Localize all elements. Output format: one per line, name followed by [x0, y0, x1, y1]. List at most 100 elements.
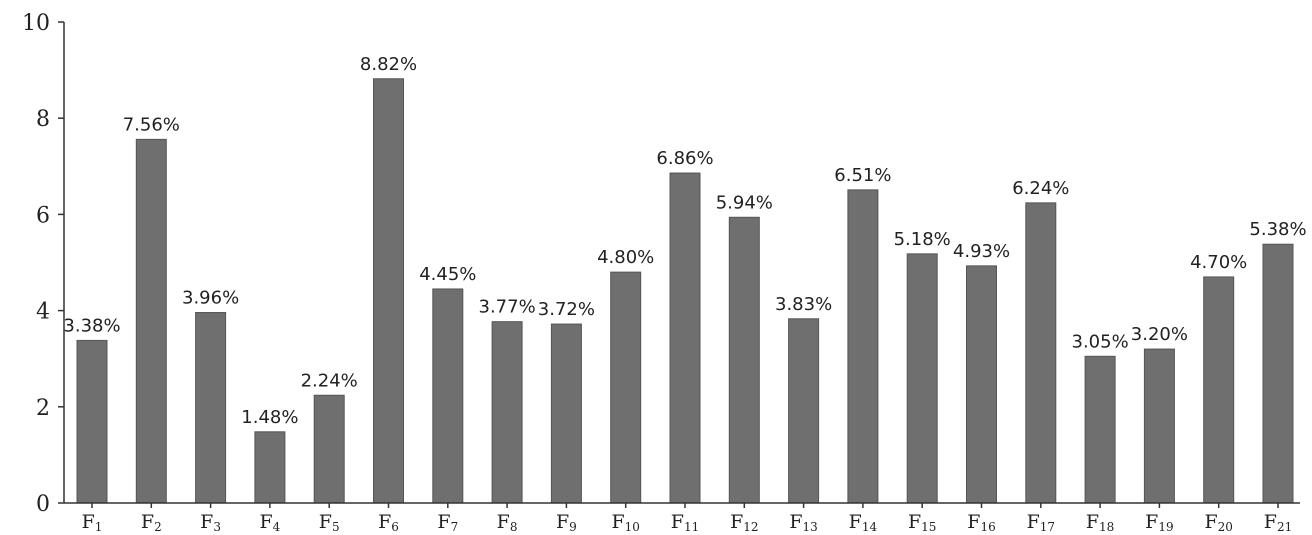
bar-value-label: 1.48%	[241, 407, 298, 428]
x-category-subscript: 13	[803, 520, 818, 534]
x-category-base: F	[967, 511, 980, 533]
x-category-base: F	[908, 511, 921, 533]
bar-value-label: 8.82%	[360, 54, 417, 75]
bar-value-label: 3.05%	[1072, 331, 1129, 352]
x-category-label: F18	[1086, 511, 1114, 534]
bar	[728, 216, 760, 504]
bar-value-label: 5.38%	[1249, 219, 1306, 240]
x-category-base: F	[82, 511, 95, 533]
bar	[1203, 276, 1235, 504]
bar-value-label: 4.93%	[953, 241, 1010, 262]
x-category-base: F	[671, 511, 684, 533]
x-category-label: F13	[789, 511, 817, 534]
x-category-label: F6	[378, 511, 399, 534]
bar	[906, 253, 938, 504]
bar-value-label: 3.72%	[538, 299, 595, 320]
x-category-subscript: 4	[273, 520, 281, 534]
x-category-subscript: 21	[1277, 520, 1292, 534]
x-category-subscript: 12	[743, 520, 758, 534]
x-category-base: F	[141, 511, 154, 533]
x-category-label: F21	[1264, 511, 1292, 534]
bar	[254, 431, 286, 504]
bar-value-label: 5.18%	[894, 229, 951, 250]
bar-value-label: 3.83%	[775, 294, 832, 315]
x-category-label: F3	[200, 511, 221, 534]
x-category-label: F12	[730, 511, 758, 534]
bar-value-label: 4.80%	[597, 247, 654, 268]
x-category-base: F	[1264, 511, 1277, 533]
x-category-label: F14	[849, 511, 878, 534]
y-tick-label: 4	[36, 300, 50, 325]
x-category-label: F19	[1145, 511, 1173, 534]
x-category-base: F	[497, 511, 510, 533]
bar	[550, 323, 582, 504]
x-category-subscript: 3	[213, 520, 221, 534]
x-category-subscript: 8	[510, 520, 518, 534]
bars	[76, 78, 1294, 504]
x-category-subscript: 20	[1218, 520, 1233, 534]
x-category-label: F17	[1027, 511, 1055, 534]
x-category-label: F11	[671, 511, 699, 534]
y-tick-label: 2	[36, 396, 50, 421]
bar	[1025, 202, 1057, 504]
x-category-base: F	[200, 511, 213, 533]
x-axis: F1 F2 F3 F4 F5 F6 F7 F8 F9 F10 F11 F12 F13 F14 F15 F16 F…	[64, 502, 1300, 534]
x-category-subscript: 17	[1040, 520, 1055, 534]
data-labels: 3.38% 7.56% 3.96% 1.48%2.24% 8.82% 4.45%3.77%…	[63, 54, 1306, 428]
bar	[76, 339, 108, 504]
x-category-subscript: 16	[980, 520, 995, 534]
bar-value-label: 5.94%	[716, 192, 773, 213]
y-tick-label: 6	[36, 203, 50, 228]
bar-value-label: 3.38%	[63, 315, 120, 336]
x-category-label: F1	[82, 511, 103, 534]
x-category-subscript: 15	[921, 520, 936, 534]
bar-value-label: 4.45%	[419, 264, 476, 285]
y-tick-label: 10	[22, 11, 50, 36]
x-category-base: F	[730, 511, 743, 533]
x-category-label: F4	[259, 511, 280, 534]
x-category-subscript: 10	[625, 520, 640, 534]
y-axis: 0 2 4 6 8 10	[22, 11, 65, 517]
x-category-subscript: 19	[1158, 520, 1173, 534]
x-category-subscript: 7	[451, 520, 459, 534]
bar	[1143, 348, 1175, 504]
x-category-subscript: 2	[154, 520, 162, 534]
x-category-label: F15	[908, 511, 936, 534]
bar	[1084, 355, 1116, 504]
x-category-subscript: 1	[95, 520, 103, 534]
y-tick-label: 0	[36, 492, 50, 517]
x-category-base: F	[849, 511, 862, 533]
x-category-subscript: 11	[684, 520, 699, 534]
bar-value-label: 6.86%	[656, 148, 713, 169]
bar	[847, 189, 879, 504]
x-category-subscript: 18	[1099, 520, 1114, 534]
bar-value-label: 6.24%	[1012, 178, 1069, 199]
bar-value-label: 3.77%	[479, 297, 536, 318]
x-category-label: F20	[1204, 511, 1232, 534]
bar-value-label: 7.56%	[123, 114, 180, 135]
x-category-label: F7	[437, 511, 458, 534]
x-category-base: F	[437, 511, 450, 533]
bar	[313, 394, 345, 504]
x-category-label: F8	[497, 511, 518, 534]
x-category-base: F	[556, 511, 569, 533]
bar	[788, 318, 820, 504]
x-category-label: F10	[611, 511, 639, 534]
bar-value-label: 3.20%	[1131, 324, 1188, 345]
x-category-base: F	[1204, 511, 1217, 533]
x-category-label: F2	[141, 511, 162, 534]
x-category-subscript: 5	[332, 520, 340, 534]
bar-value-label: 3.96%	[182, 288, 239, 309]
x-category-base: F	[611, 511, 624, 533]
bar-value-label: 2.24%	[301, 370, 358, 391]
bar	[669, 172, 701, 504]
bar	[491, 321, 523, 504]
y-tick-label: 8	[36, 107, 50, 132]
x-category-label: F16	[967, 511, 995, 534]
bar	[432, 288, 464, 504]
x-category-base: F	[259, 511, 272, 533]
x-category-subscript: 14	[862, 520, 878, 534]
bar	[1262, 243, 1294, 504]
bar-value-label: 6.51%	[834, 165, 891, 186]
